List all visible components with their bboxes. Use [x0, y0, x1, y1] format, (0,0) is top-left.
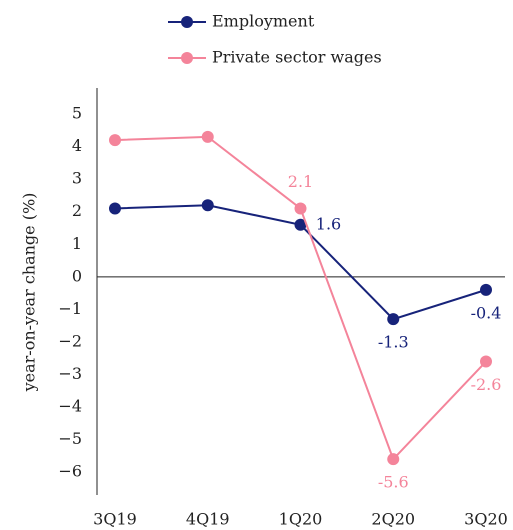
data-label: 1.6 — [316, 214, 341, 233]
y-tick-label: −5 — [58, 429, 82, 448]
data-label: 2.1 — [288, 172, 313, 191]
data-label: -0.4 — [471, 303, 502, 322]
data-point — [480, 283, 492, 296]
x-tick-label: 3Q20 — [464, 510, 508, 529]
y-tick-label: 4 — [72, 136, 82, 155]
legend-label: Private sector wages — [212, 48, 382, 67]
y-tick-label: −2 — [58, 331, 82, 350]
x-tick-label: 3Q19 — [93, 510, 137, 529]
legend-label: Employment — [212, 12, 315, 31]
data-point — [109, 202, 121, 215]
y-tick-label: 3 — [72, 169, 82, 188]
y-tick-label: 0 — [72, 266, 82, 285]
y-tick-label: 5 — [72, 104, 82, 123]
x-tick-label: 2Q20 — [371, 510, 415, 529]
y-tick-label: 1 — [72, 234, 82, 253]
data-point — [201, 130, 214, 143]
data-point — [387, 453, 400, 466]
data-point — [294, 202, 307, 215]
y-tick-label: −6 — [58, 462, 82, 481]
y-tick-label: −3 — [58, 364, 82, 383]
data-point — [201, 199, 214, 212]
data-label: -5.6 — [378, 473, 409, 492]
y-axis-label: year-on-year change (%) — [20, 193, 39, 393]
data-label: -1.3 — [378, 333, 409, 352]
y-tick-label: 2 — [72, 201, 82, 220]
data-label: -2.6 — [471, 375, 502, 394]
y-tick-label: −1 — [58, 299, 82, 318]
data-point — [294, 218, 307, 231]
x-tick-label: 1Q20 — [279, 510, 323, 529]
data-point — [480, 355, 492, 368]
y-tick-label: −4 — [58, 397, 82, 416]
data-point — [109, 134, 121, 147]
data-point — [387, 313, 400, 326]
legend-marker — [181, 16, 193, 28]
x-tick-label: 4Q19 — [186, 510, 230, 529]
legend-marker — [181, 52, 193, 64]
